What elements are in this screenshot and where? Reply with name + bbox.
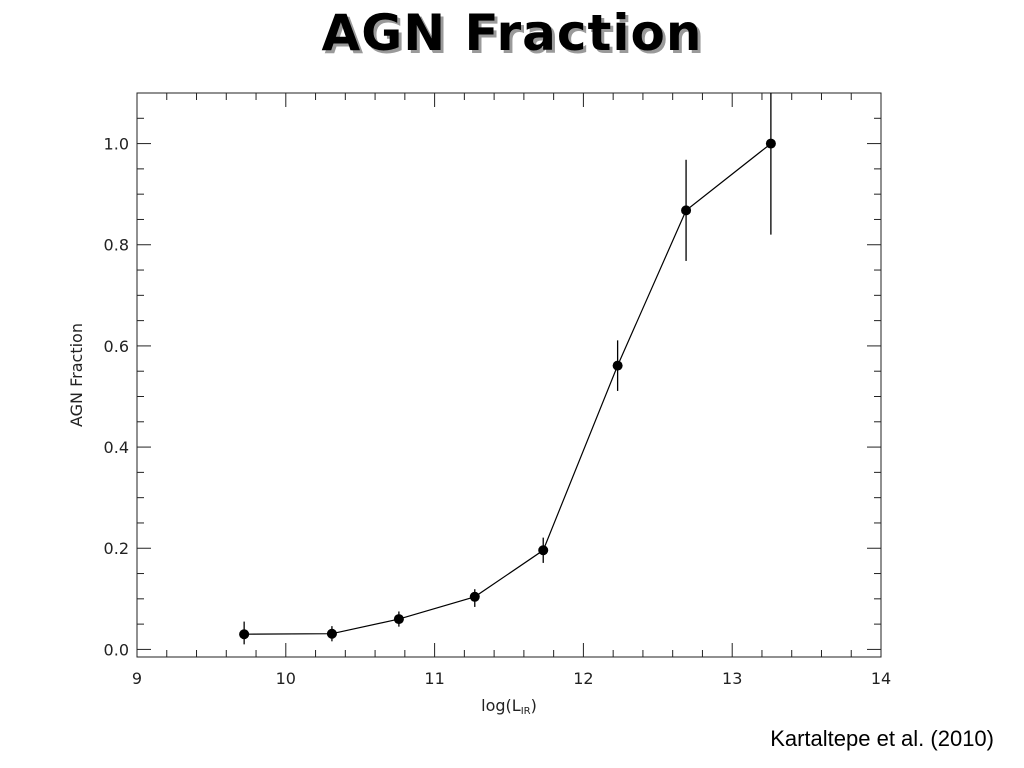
data-point — [393, 614, 404, 625]
plot-frame — [136, 92, 882, 658]
x-axis-title: log(LIR) — [481, 696, 537, 717]
y-tick-label: 0.2 — [104, 539, 129, 558]
y-tick-label: 0.8 — [104, 236, 129, 255]
data-point — [326, 628, 337, 639]
data-point — [681, 205, 692, 216]
x-tick-label: 14 — [871, 669, 891, 688]
data-point — [612, 360, 623, 371]
slide-title: AGN Fraction — [321, 4, 703, 62]
y-tick-label: 1.0 — [104, 135, 129, 154]
data-points — [239, 138, 776, 640]
x-axis-title-close: ) — [531, 696, 537, 715]
x-tick-label: 10 — [276, 669, 296, 688]
x-tick-label: 11 — [424, 669, 444, 688]
y-tick-label: 0.0 — [104, 640, 129, 659]
axis-tick-labels: 9 10 11 12 13 14 0.0 0.2 0.4 0.6 0.8 1.0 — [104, 135, 892, 688]
x-tick-label: 12 — [573, 669, 593, 688]
x-axis-title-sub: IR — [521, 706, 531, 717]
x-axis-title-main: log(L — [481, 696, 521, 715]
x-tick-label: 13 — [722, 669, 742, 688]
data-point — [765, 138, 776, 149]
y-tick-label: 0.6 — [104, 337, 129, 356]
series-line — [244, 143, 772, 635]
x-tick-label: 9 — [132, 669, 142, 688]
y-axis-title: AGN Fraction — [67, 323, 86, 427]
citation: Kartaltepe et al. (2010) — [770, 726, 994, 751]
data-point — [239, 629, 250, 640]
axis-ticks — [136, 92, 882, 657]
data-point — [469, 591, 480, 602]
data-point — [538, 545, 549, 556]
error-bars — [243, 93, 772, 645]
y-tick-label: 0.4 — [104, 438, 129, 457]
